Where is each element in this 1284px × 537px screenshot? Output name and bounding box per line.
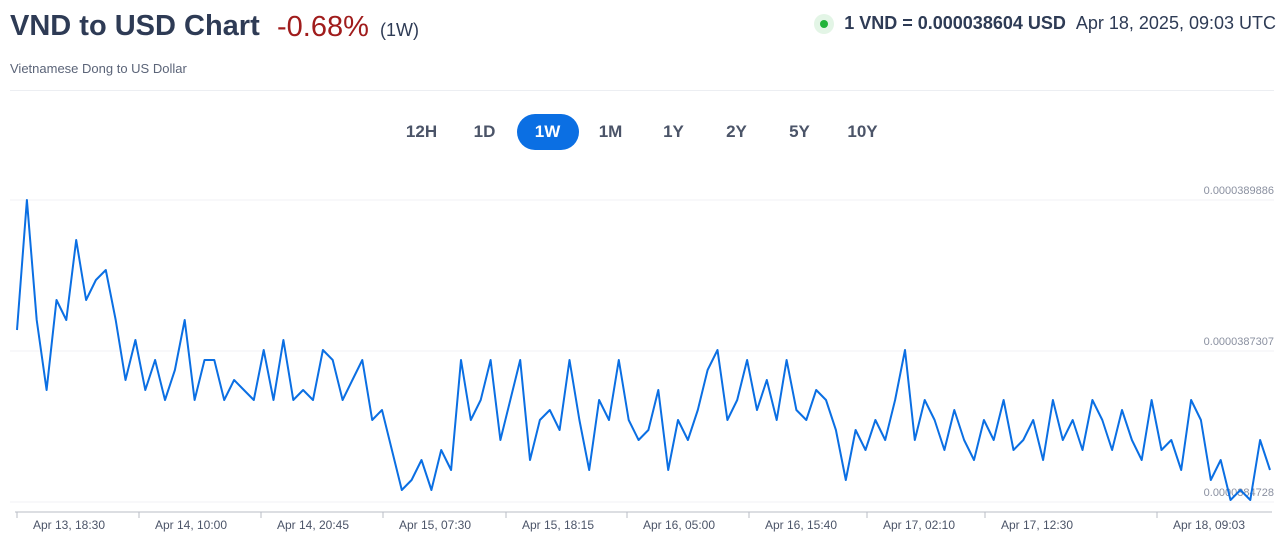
live-dot	[814, 13, 835, 34]
rate: 1 VND = 0.000038604 USD	[844, 13, 1066, 33]
tab[interactable]: 2Y	[726, 122, 747, 141]
x-tick-label: Apr 15, 18:15	[522, 518, 594, 532]
x-tick-label: Apr 14, 10:00	[155, 518, 227, 532]
tab[interactable]: 10Y	[847, 122, 878, 141]
period: (1W)	[380, 20, 419, 40]
y-tick-label: 0.0000387307	[1204, 336, 1274, 348]
x-tick-label: Apr 16, 05:00	[643, 518, 715, 532]
y-tick-label: 0.0000389886	[1204, 185, 1274, 197]
rate-line	[16, 199, 1271, 501]
tab[interactable]: 12H	[405, 122, 438, 141]
x-tick-label: Apr 14, 20:45	[277, 518, 349, 532]
title: VND to USD Chart	[10, 10, 260, 42]
change: -0.68%	[277, 11, 369, 43]
subtitle: Vietnamese Dong to US Dollar	[10, 61, 187, 76]
divider	[10, 90, 1274, 91]
x-tick-label: Apr 16, 15:40	[765, 518, 837, 532]
tab[interactable]: 1Y	[663, 122, 684, 141]
date: Apr 18, 2025, 09:03 UTC	[1075, 13, 1276, 33]
x-tick-label: Apr 15, 07:30	[399, 518, 471, 532]
x-tick-label: Apr 13, 18:30	[33, 518, 105, 532]
tabs: 12H 1D 1W 1M 1Y 2Y 5Y 10Y	[0, 114, 1284, 150]
x-tick-label: Apr 17, 12:30	[1001, 518, 1073, 532]
tab[interactable]: 1M	[598, 122, 623, 141]
tab[interactable]: 5Y	[789, 122, 810, 141]
tab[interactable]: 1W	[516, 114, 579, 150]
x-tick-label: Apr 18, 09:03	[1173, 518, 1245, 532]
tab[interactable]: 1D	[473, 122, 496, 141]
rate-box: 1 VND = 0.000038604 USD Apr 18, 2025, 09…	[814, 13, 1276, 34]
x-tick-label: Apr 17, 02:10	[883, 518, 955, 532]
